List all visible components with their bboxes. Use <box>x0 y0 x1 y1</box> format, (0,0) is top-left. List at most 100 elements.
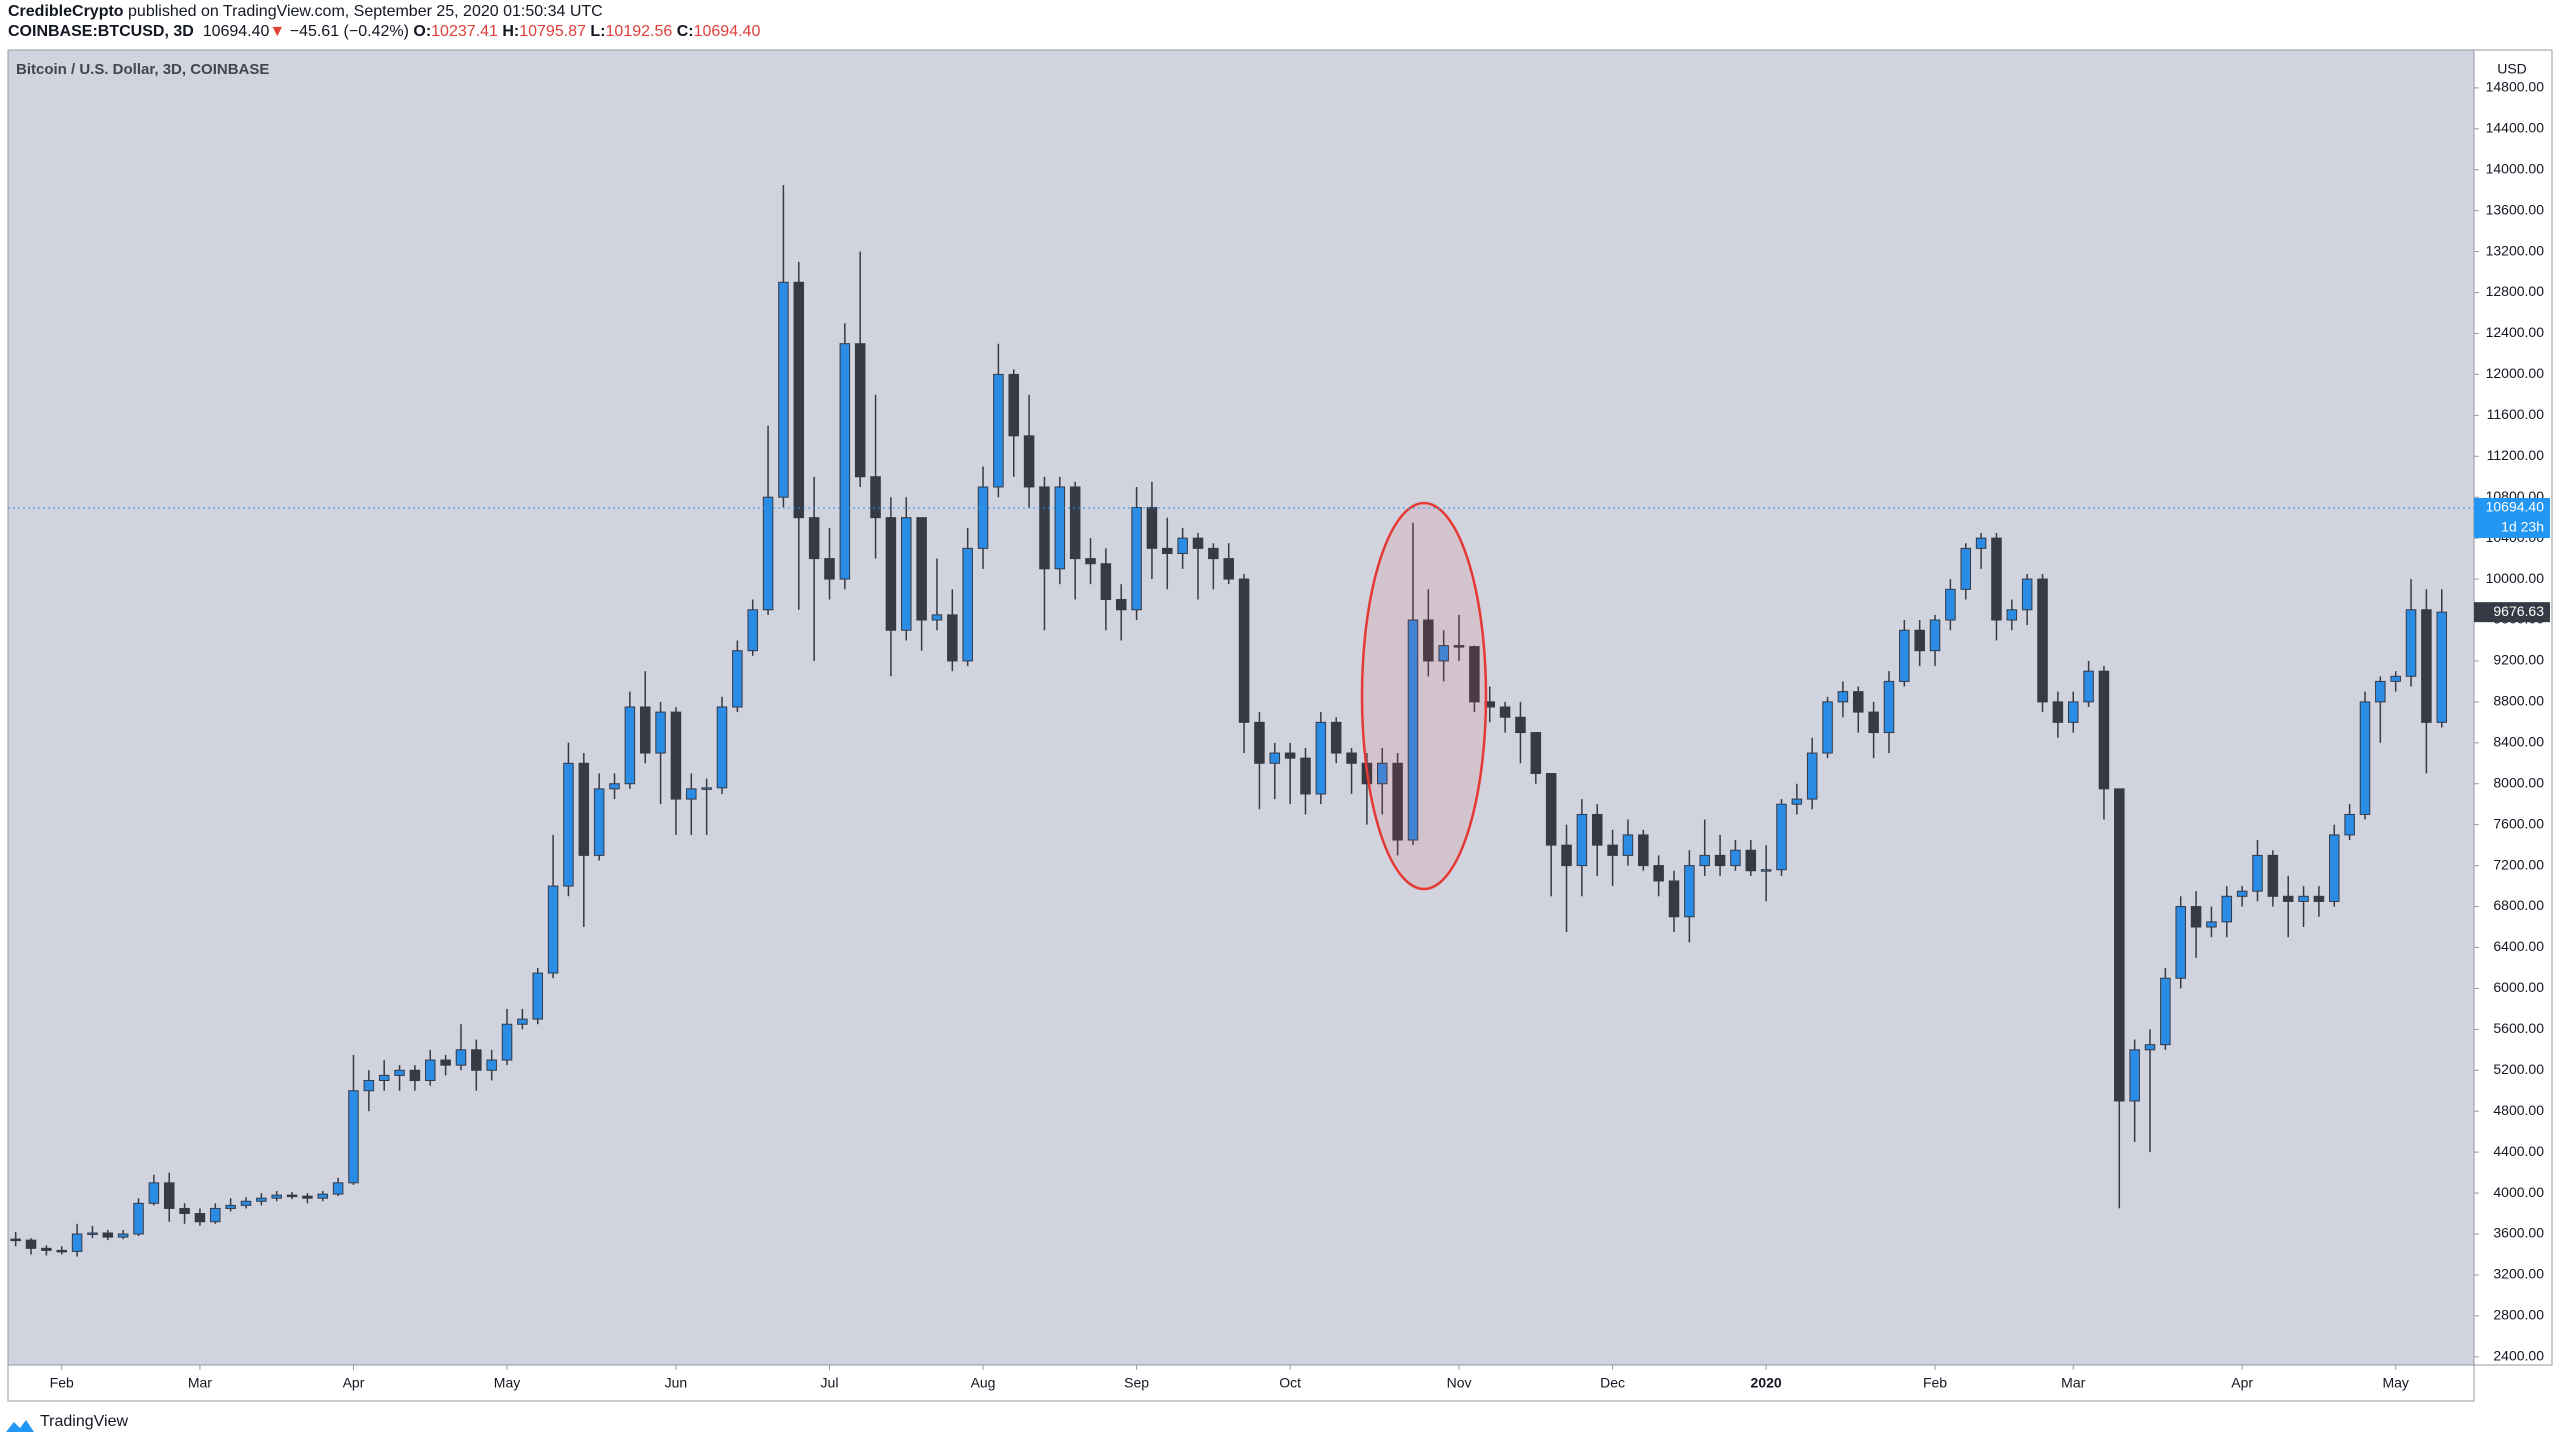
candle-body <box>1745 849 1757 872</box>
candle-body <box>302 1195 313 1199</box>
y-tick-label: 4800.00 <box>2493 1102 2544 1118</box>
candle-body <box>1438 645 1449 662</box>
candle-body <box>1760 869 1772 872</box>
candle-body <box>701 787 712 790</box>
candle-body <box>1269 752 1281 764</box>
candle-body <box>1515 716 1526 734</box>
candle-body <box>1653 865 1664 882</box>
candle-body <box>901 517 912 631</box>
symbol: COINBASE:BTCUSD, 3D <box>8 23 194 40</box>
candle-body <box>378 1074 390 1082</box>
candle-body <box>2144 1044 2156 1051</box>
y-tick-label: 8000.00 <box>2493 774 2544 790</box>
y-tick-label: 14800.00 <box>2486 79 2545 95</box>
candle-body <box>1607 844 1618 856</box>
candle-body <box>870 476 881 519</box>
candle-body <box>2021 578 2033 611</box>
candle-body <box>194 1213 206 1223</box>
candle-body <box>962 547 973 662</box>
y-tick-label: 3200.00 <box>2493 1266 2544 1282</box>
candle-body <box>2098 670 2110 790</box>
candle-body <box>1085 558 1096 565</box>
candle-body <box>271 1194 282 1199</box>
candle-body <box>993 373 1004 488</box>
c: 10694.40 <box>693 23 761 40</box>
published: published on TradingView.com, September … <box>128 3 603 20</box>
candle-body <box>885 517 897 631</box>
candle-body <box>1776 803 1787 871</box>
candle-body <box>225 1204 236 1209</box>
logo <box>6 1420 34 1432</box>
candle-body <box>563 762 574 887</box>
candle-body <box>1929 619 1941 652</box>
y-tick-label: 12400.00 <box>2486 324 2545 340</box>
y-tick-label: 11600.00 <box>2487 406 2545 422</box>
candle-body <box>2052 701 2064 723</box>
candle-body <box>1423 619 1434 662</box>
candle-body <box>1622 834 1634 856</box>
candle-body <box>286 1194 298 1198</box>
brand: TradingView <box>40 1413 128 1430</box>
candle-body <box>977 486 989 549</box>
close-tag <box>2474 602 2550 623</box>
h: 10795.87 <box>519 23 586 40</box>
x-tick-label: Apr <box>2231 1375 2253 1391</box>
candle-body <box>1023 435 1035 488</box>
candle-body <box>593 788 605 856</box>
candle-body <box>1991 537 2002 621</box>
candle-body <box>256 1197 267 1202</box>
marks <box>10 185 2448 1257</box>
candle-body <box>931 614 943 621</box>
candle-body <box>41 1247 52 1251</box>
price-tag-label: 10694.40 <box>2486 499 2545 515</box>
candle-body <box>2175 906 2186 979</box>
highlight-ellipse <box>1360 501 1488 891</box>
candle-body <box>1638 834 1649 867</box>
candle-body <box>1238 578 1250 723</box>
candle-body <box>10 1238 21 1242</box>
x-tick-label: Mar <box>2061 1375 2085 1391</box>
candle-body <box>639 706 651 754</box>
logo-icon <box>6 1420 34 1432</box>
candle-body <box>1853 691 1864 713</box>
candle-body <box>1868 711 1879 734</box>
x-tick-label: May <box>494 1375 520 1391</box>
candle-body <box>2344 813 2355 836</box>
candle-body <box>1177 537 1188 554</box>
y-tick-label: 10000.00 <box>2486 570 2545 586</box>
candle-body <box>732 650 743 708</box>
y-tick-label: 5200.00 <box>2493 1061 2544 1077</box>
candle-body <box>317 1193 329 1199</box>
x-tick-label: Oct <box>1279 1375 1301 1391</box>
header: CredibleCrypto published on TradingView.… <box>8 2 760 42</box>
candle-body <box>2083 670 2094 703</box>
candle-body <box>2267 854 2279 897</box>
candle-body <box>2421 609 2432 723</box>
header-line: CredibleCrypto published on TradingView.… <box>8 2 760 22</box>
candle-body <box>1899 629 1910 682</box>
candle-body <box>2129 1049 2140 1102</box>
candle-body <box>1039 486 1050 570</box>
y-tick-label: 14400.00 <box>2486 120 2545 136</box>
candle-body <box>2160 977 2171 1046</box>
candle-body <box>916 517 927 621</box>
y-tick-label: 12000.00 <box>2486 365 2545 381</box>
candle-body <box>148 1182 160 1204</box>
candle-body <box>455 1049 467 1066</box>
candle-body <box>2114 788 2125 1102</box>
candle-body <box>839 343 851 580</box>
candle-body <box>2067 701 2079 723</box>
x-tick-label: Aug <box>971 1375 996 1391</box>
candle-body <box>747 609 758 652</box>
y-tick-label: 6400.00 <box>2493 938 2544 954</box>
candle-body <box>71 1233 83 1252</box>
c-label: C: <box>676 23 694 40</box>
candle-body <box>1530 732 1542 775</box>
candle-body <box>824 558 835 580</box>
candle-body <box>670 711 682 800</box>
candle-body <box>363 1080 375 1092</box>
l: 10192.56 <box>605 23 673 40</box>
candle-body <box>1208 547 1219 560</box>
candle-body <box>1346 752 1357 764</box>
